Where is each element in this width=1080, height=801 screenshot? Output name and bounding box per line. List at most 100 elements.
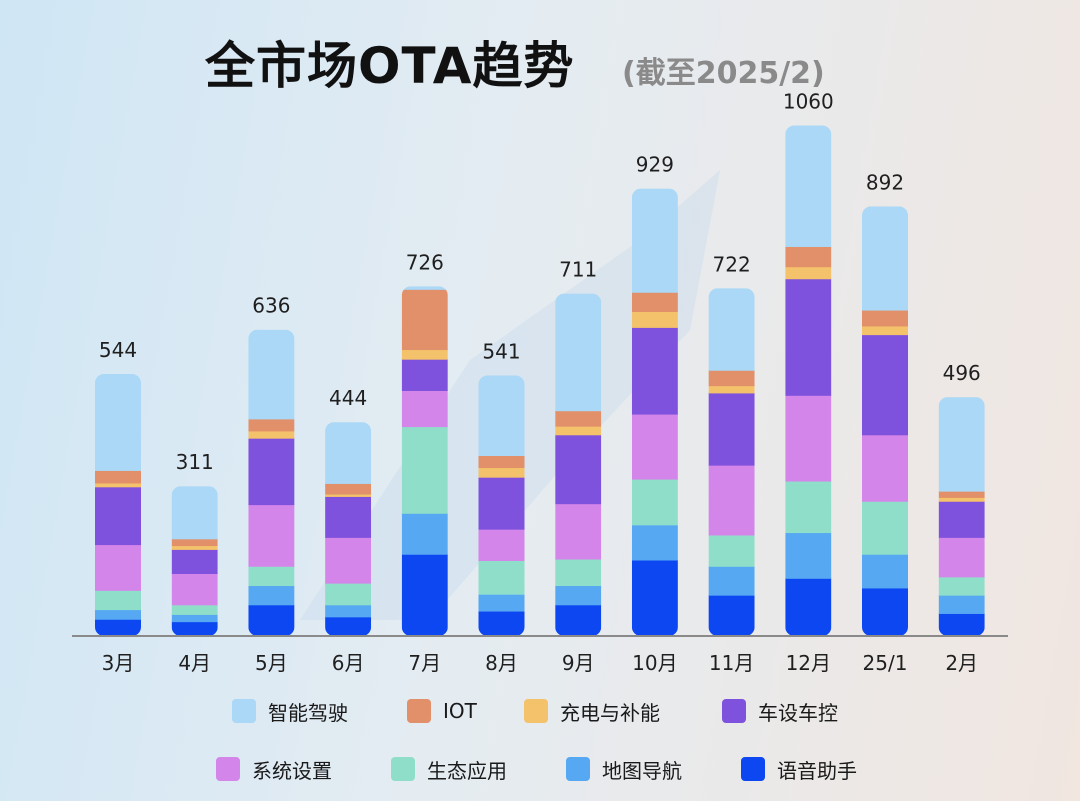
bar-segment — [785, 395, 832, 482]
bar-segment — [401, 289, 448, 351]
bar-segment — [708, 392, 755, 466]
bar-segment — [631, 292, 678, 313]
bar-segment — [325, 583, 372, 606]
bar-total-label: 636 — [252, 294, 290, 318]
bar-stack — [325, 422, 372, 636]
x-tick-label: 6月 — [332, 651, 365, 675]
bar-segment — [171, 573, 218, 606]
bar-segment — [401, 554, 448, 636]
bar-segment — [785, 125, 832, 247]
bar-segment — [248, 430, 295, 439]
bar-segment — [248, 604, 295, 636]
bar-total-label: 444 — [329, 386, 367, 410]
x-tick-label: 11月 — [709, 651, 754, 675]
bar-segment — [95, 482, 141, 488]
bar-stack — [478, 375, 525, 636]
bar-segment — [325, 616, 372, 636]
bar-segment — [631, 188, 678, 293]
bar-total-label: 726 — [406, 250, 444, 274]
x-tick-label: 5月 — [255, 651, 288, 675]
bar-segment — [785, 578, 832, 636]
bar-segment — [401, 349, 448, 360]
bar-total-label: 929 — [636, 153, 674, 177]
bar-segment — [785, 246, 832, 268]
bar-segment — [555, 585, 602, 606]
bar-segment — [862, 501, 908, 555]
x-tick-label: 7月 — [408, 651, 441, 675]
bar-segment — [248, 504, 295, 567]
bar-total-label: 892 — [866, 170, 904, 194]
bar-segment — [862, 554, 908, 589]
bar-segment — [938, 491, 985, 498]
bar-segment — [708, 370, 755, 387]
bar-segment — [785, 278, 832, 396]
x-tick-label: 9月 — [562, 651, 595, 675]
bar-segment — [325, 604, 372, 618]
bar-segment — [478, 529, 525, 561]
bar-segment — [555, 558, 602, 587]
bar-segment — [248, 418, 295, 432]
bar-segment — [248, 585, 295, 606]
bar-segment — [478, 594, 525, 612]
bar-segment — [555, 503, 602, 560]
bar-segment — [631, 413, 678, 480]
bar-stack — [248, 329, 295, 636]
bar-segment — [862, 334, 908, 436]
bar-segment — [171, 538, 218, 547]
bar-segment — [325, 537, 372, 584]
bar-segment — [171, 614, 218, 623]
bar-segment — [708, 595, 755, 636]
bar-segment — [478, 610, 525, 636]
bar-segment — [401, 286, 448, 290]
x-tick-label: 25/1 — [863, 651, 908, 675]
bar-segment — [631, 524, 678, 561]
bar-stack — [401, 286, 448, 636]
x-tick-label: 4月 — [178, 651, 211, 675]
bar-stack — [631, 188, 678, 636]
bar-segment — [862, 309, 908, 327]
bar-segment — [171, 486, 218, 540]
bar-segment — [95, 374, 141, 471]
x-tick-label: 8月 — [485, 651, 518, 675]
bar-total-label: 496 — [943, 361, 981, 385]
bar-segment — [248, 329, 295, 420]
bar-segment — [478, 375, 525, 456]
bar-stack — [95, 374, 141, 636]
bar-segment — [248, 566, 295, 587]
bar-stack — [555, 293, 602, 636]
bar-total-label: 1060 — [783, 90, 834, 114]
bar-segment — [401, 359, 448, 391]
bar-segment — [785, 480, 832, 534]
bar-segment — [171, 549, 218, 574]
bar-segment — [938, 397, 985, 492]
bar-stack — [938, 397, 985, 636]
bar-segment — [95, 590, 141, 611]
x-tick-label: 3月 — [102, 651, 135, 675]
bar-segment — [938, 613, 985, 636]
bar-stack — [171, 486, 218, 637]
bar-segment — [248, 438, 295, 506]
bar-stack — [862, 206, 908, 636]
bar-segment — [631, 559, 678, 636]
chart-subtitle: (截至2025/2) — [622, 56, 825, 91]
bar-segment — [631, 478, 678, 526]
bar-segment — [95, 619, 141, 636]
bar-segment — [555, 410, 602, 427]
bar-segment — [478, 560, 525, 595]
bar-segment — [938, 497, 985, 502]
bar-segment — [325, 493, 372, 497]
x-tick-label: 12月 — [786, 651, 831, 675]
bar-segment — [631, 327, 678, 415]
bar-total-label: 544 — [99, 338, 137, 362]
bar-segment — [785, 266, 832, 280]
chart-title: 全市场OTA趋势 — [205, 37, 575, 95]
bar-segment — [555, 434, 602, 505]
bar-segment — [862, 587, 908, 636]
bar-segment — [478, 467, 525, 478]
bar-segment — [708, 385, 755, 394]
bar-stack — [708, 288, 755, 636]
bar-segment — [325, 483, 372, 495]
bar-segment — [401, 426, 448, 514]
bar-segment — [862, 325, 908, 336]
